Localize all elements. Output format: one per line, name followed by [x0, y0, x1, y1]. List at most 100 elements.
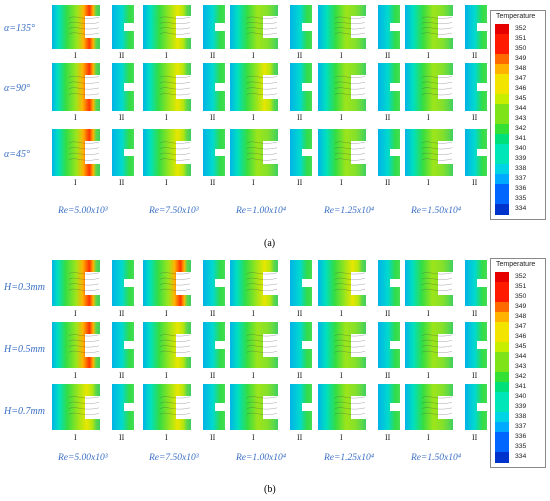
panel-label-i: I: [74, 309, 77, 318]
legend-tick-label: 340: [515, 144, 527, 152]
panel-label-ii: II: [472, 178, 478, 187]
legend-swatch: [495, 332, 509, 343]
panel-label-ii: II: [297, 433, 303, 442]
panel-label-ii: II: [119, 309, 125, 318]
contour-panel-ii: [378, 5, 400, 49]
contour-panel-ii: [112, 5, 134, 49]
panel-label-i: I: [340, 433, 343, 442]
caption-b: (b): [264, 484, 276, 495]
panel-label-ii: II: [119, 113, 125, 122]
contour-panel-i: [52, 322, 100, 368]
legend-tick-label: 345: [515, 342, 527, 350]
panel-label-i: I: [340, 178, 343, 187]
legend-swatch: [495, 322, 509, 333]
legend-swatch: [495, 144, 509, 155]
panel-label-i: I: [165, 113, 168, 122]
contour-panel-ii: [203, 5, 225, 49]
contour-panel-ii: [465, 384, 487, 430]
contour-panel-i: [405, 260, 453, 306]
legend-tick-label: 336: [515, 184, 527, 192]
contour-panel-i: [230, 384, 278, 430]
contour-panel-ii: [465, 129, 487, 176]
legend-swatch: [495, 412, 509, 423]
panel-label-ii: II: [385, 371, 391, 380]
contour-panel-i: [52, 129, 100, 176]
contour-panel-ii: [290, 384, 312, 430]
legend-swatch: [495, 282, 509, 293]
contour-panel-ii: [465, 63, 487, 111]
legend-swatch: [495, 204, 509, 215]
legend-tick-label: 341: [515, 382, 527, 390]
contour-panel-i: [405, 322, 453, 368]
panel-label-ii: II: [472, 433, 478, 442]
legend-swatch: [495, 372, 509, 383]
panel-label-i: I: [252, 371, 255, 380]
contour-panel-i: [230, 260, 278, 306]
panel-label-i: I: [252, 309, 255, 318]
panel-label-ii: II: [210, 371, 216, 380]
legend-swatch: [495, 382, 509, 393]
row-label: H=0.7mm: [4, 406, 45, 417]
panel-label-ii: II: [385, 433, 391, 442]
legend-swatch: [495, 362, 509, 373]
legend-swatch: [495, 312, 509, 323]
legend-swatch: [495, 272, 509, 283]
row-label: H=0.3mm: [4, 282, 45, 293]
legend-swatch: [495, 74, 509, 85]
contour-panel-i: [405, 5, 453, 49]
panel-label-i: I: [340, 309, 343, 318]
legend-title: Temperature: [496, 261, 536, 268]
contour-panel-ii: [290, 129, 312, 176]
legend-tick-label: 339: [515, 154, 527, 162]
panel-label-i: I: [74, 178, 77, 187]
legend-swatch: [495, 292, 509, 303]
contour-panel-ii: [378, 322, 400, 368]
row-label: α=90°: [4, 83, 30, 94]
contour-panel-ii: [112, 322, 134, 368]
panel-label-i: I: [427, 309, 430, 318]
legend-tick-label: 339: [515, 402, 527, 410]
legend-swatch: [495, 392, 509, 403]
legend-swatch: [495, 352, 509, 363]
panel-label-i: I: [427, 433, 430, 442]
legend-swatch: [495, 184, 509, 195]
legend-swatch: [495, 154, 509, 165]
contour-panel-i: [318, 260, 366, 306]
contour-panel-i: [52, 384, 100, 430]
panel-label-ii: II: [297, 51, 303, 60]
column-label: Re=1.00x10⁴: [236, 453, 287, 463]
contour-panel-ii: [290, 260, 312, 306]
legend-tick-label: 351: [515, 34, 527, 42]
contour-panel-ii: [203, 322, 225, 368]
panel-label-ii: II: [297, 371, 303, 380]
panel-label-i: I: [74, 433, 77, 442]
panel-label-ii: II: [385, 309, 391, 318]
panel-label-i: I: [165, 309, 168, 318]
contour-panel-i: [230, 63, 278, 111]
contour-panel-i: [143, 63, 191, 111]
legend-tick-label: 341: [515, 134, 527, 142]
legend-swatch: [495, 84, 509, 95]
panel-label-ii: II: [210, 51, 216, 60]
legend-swatch: [495, 164, 509, 175]
panel-label-ii: II: [119, 178, 125, 187]
contour-panel-ii: [378, 260, 400, 306]
legend-tick-label: 347: [515, 322, 527, 330]
panel-label-ii: II: [385, 113, 391, 122]
legend-swatch: [495, 432, 509, 443]
legend-tick-label: 347: [515, 74, 527, 82]
panel-label-i: I: [165, 178, 168, 187]
contour-panel-ii: [203, 384, 225, 430]
legend-swatch: [495, 402, 509, 413]
panel-label-i: I: [74, 371, 77, 380]
contour-panel-ii: [203, 260, 225, 306]
panel-label-ii: II: [119, 51, 125, 60]
contour-panel-ii: [203, 129, 225, 176]
panel-label-ii: II: [472, 113, 478, 122]
contour-panel-ii: [465, 322, 487, 368]
contour-panel-ii: [465, 260, 487, 306]
contour-panel-i: [318, 384, 366, 430]
panel-label-ii: II: [210, 433, 216, 442]
panel-label-ii: II: [210, 178, 216, 187]
legend-title: Temperature: [496, 13, 536, 20]
